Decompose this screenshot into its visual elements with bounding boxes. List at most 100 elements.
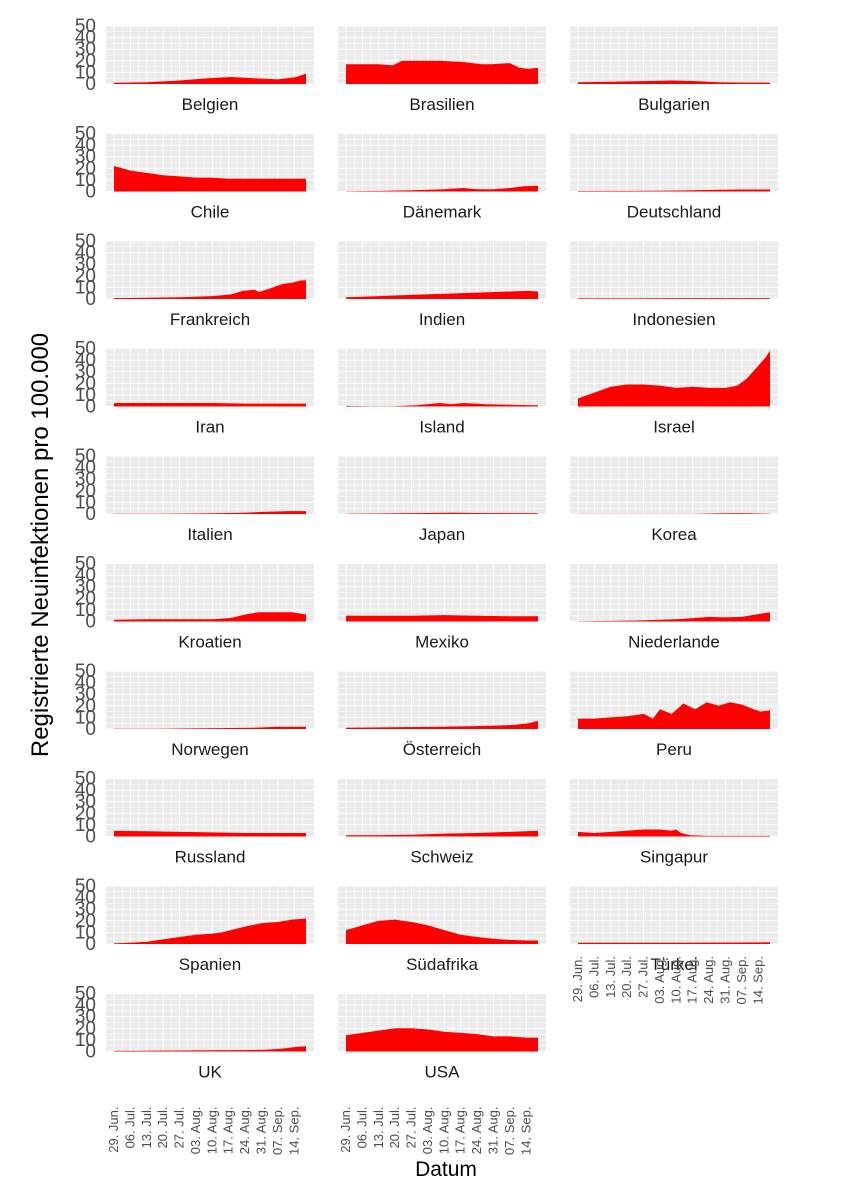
y-tick-label: 20 (75, 481, 96, 502)
y-tick-label: 50 (75, 984, 96, 1005)
y-tick-label: 30 (75, 469, 96, 490)
y-tick-label: 20 (75, 1018, 96, 1039)
x-tick-label: 07. Sep. (734, 956, 749, 1004)
y-tick-label: 40 (75, 780, 96, 801)
facet-label-tuerkei: Türkei (650, 955, 697, 974)
facet-label-island: Island (419, 418, 464, 437)
area-singapur (578, 829, 770, 837)
panel-mexiko: Mexiko (338, 563, 546, 652)
y-tick-label: 40 (75, 995, 96, 1016)
x-tick-label: 14. Sep. (286, 1107, 301, 1155)
y-tick-label: 20 (75, 803, 96, 824)
area-peru (578, 702, 770, 729)
area-iran (114, 403, 306, 407)
x-tick-label: 03. Aug. (188, 1107, 203, 1155)
area-italien (114, 511, 306, 514)
x-tick-label: 20. Jul. (387, 1107, 402, 1149)
y-tick-label: 0 (85, 719, 96, 740)
y-tick-label: 20 (75, 911, 96, 932)
panel-usa: USA (338, 993, 546, 1082)
y-tick-label: 30 (75, 577, 96, 598)
y-tick-label: 30 (75, 792, 96, 813)
y-tick-label: 20 (75, 158, 96, 179)
x-tick-label: 29. Jun. (338, 1107, 353, 1153)
y-tick-label: 20 (75, 696, 96, 717)
x-tick-label: 17. Aug. (685, 956, 700, 1004)
x-tick-label: 29. Jun. (570, 956, 585, 1002)
x-tick-label: 31. Aug. (718, 956, 733, 1004)
y-tick-label: 50 (75, 446, 96, 467)
panel-tuerkei: Türkei (570, 885, 778, 974)
panel-deutschland: Deutschland (570, 133, 778, 222)
facet-label-niederlande: Niederlande (628, 633, 720, 652)
panel-schweiz: Schweiz (338, 778, 546, 867)
area-spanien (114, 918, 306, 944)
y-tick-label: 40 (75, 350, 96, 371)
facet-label-peru: Peru (656, 740, 692, 759)
x-tick-label: 27. Jul. (172, 1107, 187, 1149)
x-tick-label: 10. Aug. (436, 1107, 451, 1155)
y-tick-label: 10 (75, 600, 96, 621)
x-tick-label: 03. Aug. (652, 956, 667, 1004)
panel-korea: Korea (570, 455, 778, 544)
area-indonesien (578, 298, 770, 299)
y-tick-label: 10 (75, 922, 96, 943)
y-tick-label: 30 (75, 899, 96, 920)
x-tick-label: 27. Jul. (404, 1107, 419, 1149)
y-tick-label: 10 (75, 62, 96, 83)
x-tick-label: 24. Aug. (701, 956, 716, 1004)
panel-oesterreich: Österreich (338, 670, 546, 759)
area-island (346, 403, 538, 407)
x-axis-ticks-col-2: 29. Jun. 06. Jul. 13. Jul. 20. Jul. 27. Jul.… (338, 1107, 533, 1155)
facet-label-uk: UK (198, 1063, 222, 1082)
x-tick-label: 10. Aug. (204, 1107, 219, 1155)
y-tick-label: 0 (85, 182, 96, 203)
facet-label-kroatien: Kroatien (178, 633, 241, 652)
facet-label-iran: Iran (195, 418, 224, 437)
x-tick-label: 13. Jul. (603, 956, 618, 998)
panel-peru: Peru (570, 670, 778, 759)
panel-bulgarien: Bulgarien (570, 25, 778, 114)
area-frankreich (114, 280, 306, 299)
panel-singapur: Singapur (570, 778, 778, 867)
panel-indien: Indien (338, 240, 546, 329)
facet-label-belgien: Belgien (182, 95, 239, 114)
y-tick-label: 30 (75, 254, 96, 275)
y-tick-label: 0 (85, 397, 96, 418)
area-belgien (114, 73, 306, 84)
y-tick-label: 40 (75, 565, 96, 586)
facet-label-schweiz: Schweiz (410, 848, 473, 867)
area-korea (578, 513, 770, 514)
y-tick-label: 50 (75, 124, 96, 145)
x-tick-label: 29. Jun. (106, 1107, 121, 1153)
x-tick-label: 20. Jul. (619, 956, 634, 998)
y-tick-label: 40 (75, 28, 96, 49)
area-bulgarien (578, 80, 770, 84)
y-tick-label: 50 (75, 231, 96, 252)
facet-label-spanien: Spanien (179, 955, 241, 974)
facet-label-japan: Japan (419, 525, 465, 544)
facet-label-mexiko: Mexiko (415, 633, 469, 652)
x-tick-label: 31. Aug. (486, 1107, 501, 1155)
y-tick-label: 30 (75, 362, 96, 383)
area-israel (578, 350, 770, 407)
y-tick-label: 20 (75, 51, 96, 72)
y-tick-label: 30 (75, 147, 96, 168)
x-tick-label: 17. Aug. (221, 1107, 236, 1155)
panel-island: Island (338, 348, 546, 437)
y-tick-label: 40 (75, 135, 96, 156)
y-tick-label: 0 (85, 289, 96, 310)
y-tick-label: 30 (75, 684, 96, 705)
y-tick-label: 20 (75, 266, 96, 287)
x-tick-label: 14. Sep. (518, 1107, 533, 1155)
y-tick-label: 50 (75, 769, 96, 790)
area-uk (114, 1046, 306, 1052)
y-tick-label: 10 (75, 707, 96, 728)
area-chile (114, 166, 306, 192)
